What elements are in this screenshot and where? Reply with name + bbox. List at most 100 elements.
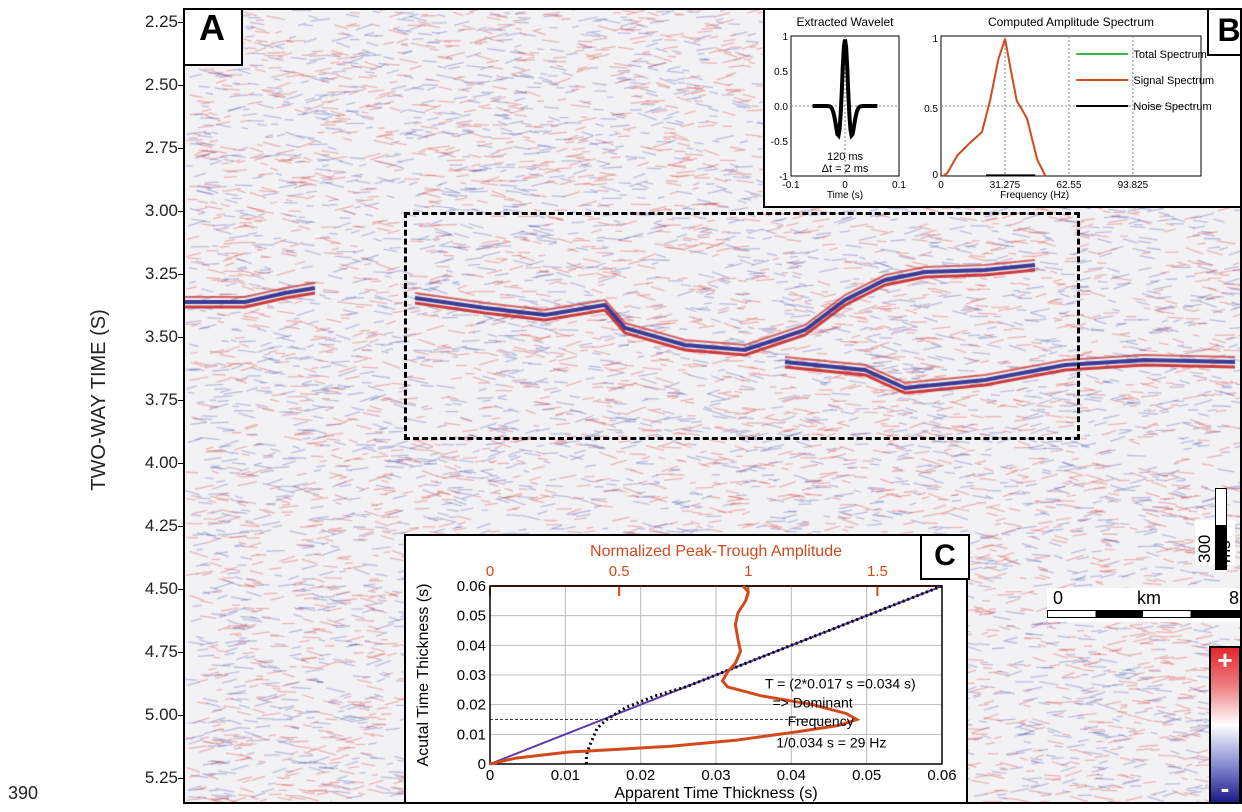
polarity-minus: - — [1220, 773, 1230, 803]
wavelet-ytick: 0.5 — [774, 67, 788, 78]
x-axis-label: Apparent Time Thickness (s) — [614, 785, 817, 802]
distance-unit: km — [1137, 588, 1161, 608]
y-tick-label: 0.05 — [457, 608, 486, 625]
y-tick-label: 0 — [478, 756, 486, 773]
polarity-colorbar: + - — [1209, 645, 1240, 803]
y-tick-label: 4.75 — [144, 642, 178, 661]
panel-b-label: B — [1207, 10, 1240, 56]
wavelet-ytick: 0.0 — [774, 102, 788, 113]
wavelet-curve — [812, 39, 878, 140]
spectrum-xtick: 62.55 — [1056, 180, 1081, 191]
top-tick-label: 0.5 — [609, 563, 630, 580]
y-tick-label: 3.50 — [144, 327, 178, 346]
distance-scale: 0 km 8 — [1047, 588, 1240, 622]
y-tick-label: 5.00 — [144, 705, 178, 724]
y-tick-label: 0.04 — [457, 637, 486, 654]
y-tick-label: 2.50 — [144, 75, 178, 94]
top-tick-label: 1.5 — [867, 563, 888, 580]
amplitude-series-line — [489, 585, 861, 766]
signal-spectrum-legend-label: Signal Spectrum — [1133, 75, 1214, 87]
spectrum-xtick: 31.275 — [990, 180, 1021, 191]
x-tick-label: 0.03 — [701, 767, 730, 784]
x-tick-label: 0.01 — [551, 767, 580, 784]
top-tick-label: 0 — [486, 563, 494, 580]
spectrum-ytick: 0 — [932, 170, 938, 181]
wavelet-ytick: -0.5 — [771, 137, 789, 148]
t-annotation: T = (2*0.017 s =0.034 s) — [765, 675, 916, 691]
y-tick-mark — [178, 274, 184, 275]
x-tick-label: 0.04 — [777, 767, 806, 784]
total-spectrum-legend-label: Total Spectrum — [1133, 49, 1206, 61]
y-tick-mark — [178, 148, 184, 149]
wavelet-xtick: 0 — [842, 180, 848, 191]
panel-a-label: A — [185, 10, 243, 66]
x-tick-label: 0 — [486, 767, 494, 784]
y-tick-mark — [178, 463, 184, 464]
y-tick-label: 2.75 — [144, 138, 178, 157]
highlight-box — [404, 212, 1080, 440]
wavelet-ytick: -1 — [779, 172, 788, 183]
spectrum-title: Computed Amplitude Spectrum — [988, 15, 1154, 29]
polarity-plus: + — [1217, 645, 1233, 675]
y-tick-mark — [178, 715, 184, 716]
spectrum-xlabel: Frequency (Hz) — [1000, 190, 1069, 201]
y-tick-label: 3.75 — [144, 390, 178, 409]
y-tick-label: 4.25 — [144, 516, 178, 535]
panel-b-charts: Extracted Wavelet 1 0.5 0.0 -0.5 -1-0.1 0 0.1 Ti… — [771, 15, 1214, 201]
time-scale-bar-light — [1215, 488, 1227, 526]
y-tick-mark — [178, 652, 184, 653]
y-tick-label: 2.25 — [144, 12, 178, 31]
wavelet-xtick: -0.1 — [782, 180, 800, 191]
page-number: 390 — [8, 783, 39, 803]
panel-c-label: C — [920, 534, 970, 580]
wavelet-annot-sample: Δt = 2 ms — [822, 163, 869, 175]
calc-annotation: 1/0.034 s = 29 Hz — [776, 735, 886, 751]
seismic-section: A Extracted Wavelet 1 0.5 0.0 -0.5 -1 -0.1 0 0.1… — [183, 8, 1242, 804]
distance-end: 8 — [1229, 588, 1240, 608]
x-tick-label: 0.02 — [626, 767, 655, 784]
spectrum-xtick: 93.825 — [1118, 180, 1149, 191]
x-tick-label: 0.05 — [852, 767, 881, 784]
distance-bar — [1047, 610, 1240, 618]
y-tick-mark — [178, 85, 184, 86]
y-tick-mark — [178, 211, 184, 212]
y-axis-label: Acutal Time Thickness (s) — [415, 584, 432, 767]
wavelet-ytick: 1 — [782, 32, 788, 43]
noise-spectrum-legend-label: Noise Spectrum — [1133, 101, 1211, 113]
y-axis-title: TWO-WAY TIME (S) — [88, 309, 110, 491]
dominant-annotation: => Dominant — [773, 695, 853, 711]
panel-c-chart: Normalized Peak-Trough Amplitude 0 0.5 1 1.5… — [415, 543, 957, 802]
y-tick-label: 4.50 — [144, 579, 178, 598]
y-tick-label: 0.01 — [457, 726, 486, 743]
panel-c: Normalized Peak-Trough Amplitude 0 0.5 1 1.5… — [404, 534, 968, 802]
y-tick-label: 4.00 — [144, 453, 178, 472]
spectrum-ytick: 1 — [932, 34, 938, 45]
y-tick-label: 0.02 — [457, 697, 486, 714]
wavelet-title: Extracted Wavelet — [797, 15, 895, 29]
wavelet-xlabel: Time (s) — [827, 190, 863, 201]
y-tick-label: 0.03 — [457, 667, 486, 684]
y-tick-label: 0.06 — [457, 578, 486, 595]
top-tick-label: 1 — [744, 563, 752, 580]
distance-start: 0 — [1053, 588, 1064, 608]
y-tick-mark — [178, 526, 184, 527]
top-axis-label: Normalized Peak-Trough Amplitude — [590, 543, 842, 560]
y-tick-mark — [178, 337, 184, 338]
spectrum-ytick: 0.5 — [924, 104, 938, 115]
plot-frame — [489, 585, 943, 765]
panel-b: Extracted Wavelet 1 0.5 0.0 -0.5 -1 -0.1 0 0.1 Ti… — [763, 10, 1240, 208]
y-tick-label: 3.25 — [144, 264, 178, 283]
wavelet-annot-duration: 120 ms — [827, 151, 864, 163]
frequency-annotation: Frequency — [788, 713, 854, 729]
x-tick-label: 0.06 — [927, 767, 956, 784]
y-tick-label: 5.25 — [144, 768, 178, 787]
y-tick-mark — [178, 778, 184, 779]
apparent-series-line — [584, 584, 943, 764]
y-tick-mark — [178, 400, 184, 401]
wavelet-xtick: 0.1 — [892, 180, 906, 191]
spectrum-xtick: 0 — [938, 180, 944, 191]
y-tick-mark — [178, 589, 184, 590]
y-tick-label: 3.00 — [144, 201, 178, 220]
signal-spectrum-curve — [942, 38, 1047, 177]
y-tick-mark — [178, 22, 184, 23]
